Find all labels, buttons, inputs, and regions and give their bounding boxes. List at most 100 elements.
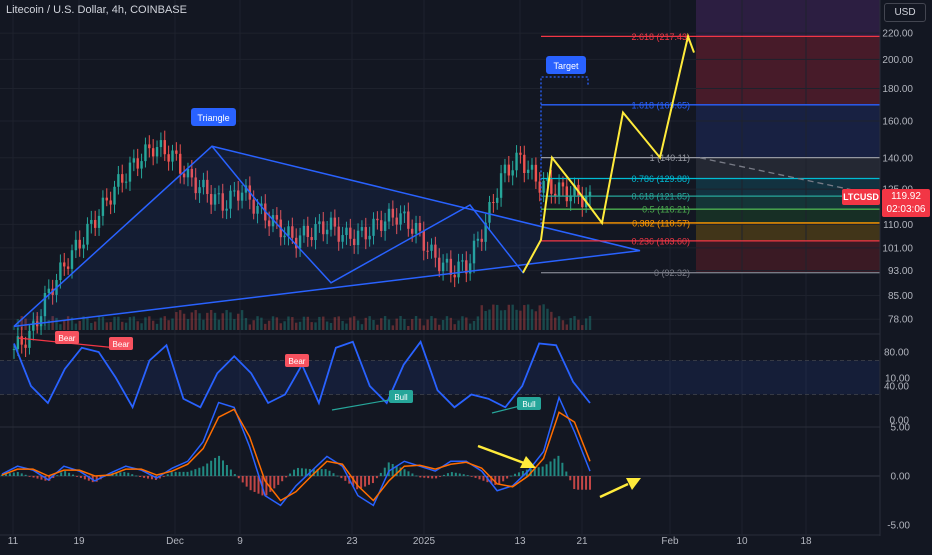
- yellow-arrow-shaft: [599, 482, 629, 499]
- volume-bar: [407, 325, 410, 330]
- triangle-pattern[interactable]: [13, 145, 641, 328]
- volume-bar: [155, 323, 159, 330]
- candle-body: [530, 164, 534, 170]
- candle-body: [206, 179, 209, 194]
- volume-bar: [542, 304, 545, 330]
- candle-body: [387, 208, 391, 222]
- candle-body: [267, 220, 271, 227]
- volume-bar: [171, 318, 174, 330]
- volume-bar: [333, 317, 337, 330]
- macd-histogram-bar: [79, 476, 82, 478]
- volume-bar: [78, 320, 81, 330]
- time-tick-label: 23: [346, 536, 358, 547]
- macd-histogram-bar: [478, 476, 481, 480]
- macd-histogram-bar: [549, 461, 552, 476]
- volume-bar: [476, 316, 480, 330]
- time-tick-label: 19: [73, 536, 85, 547]
- candle-body: [124, 181, 128, 183]
- volume-bar: [151, 320, 155, 330]
- macd-histogram-bar: [336, 475, 339, 477]
- volume-bar: [213, 312, 217, 330]
- fib-zone-2.618: [696, 36, 880, 105]
- macd-histogram-bar: [123, 472, 126, 476]
- volume-bar: [565, 324, 569, 330]
- last-price-box: 119.92 02:03:06: [882, 189, 930, 217]
- macd-histogram-bar: [498, 476, 501, 485]
- macd-histogram-bar: [328, 470, 331, 476]
- volume-bar: [113, 316, 116, 330]
- macd-histogram-bar: [368, 476, 371, 485]
- candle-body: [24, 344, 27, 348]
- volume-bar: [561, 320, 565, 330]
- candle-body: [70, 250, 74, 269]
- macd-histogram-bar: [324, 469, 327, 476]
- chart-title: Litecoin / U.S. Dollar, 4h, COINBASE: [6, 4, 187, 16]
- bear-signal-label: Bear: [289, 357, 306, 366]
- candle-body: [368, 235, 371, 240]
- macd-histogram-bar: [158, 476, 161, 479]
- macd-histogram-bar: [147, 476, 150, 479]
- candle-body: [407, 211, 410, 229]
- volume-bar: [337, 316, 340, 330]
- candle-body: [90, 219, 93, 224]
- volume-bar: [422, 325, 425, 330]
- currency-button[interactable]: USD: [884, 3, 926, 22]
- macd-histogram-bar: [281, 476, 284, 482]
- candle-body: [306, 225, 309, 238]
- macd-histogram-bar: [462, 474, 465, 476]
- candle-body: [167, 154, 170, 162]
- candle-body: [175, 150, 178, 154]
- volume-bar: [260, 317, 263, 330]
- macd-histogram-bar: [265, 476, 268, 496]
- volume-bar: [403, 319, 406, 330]
- volume-bar: [526, 304, 530, 330]
- macd-histogram-bar: [454, 472, 457, 476]
- candle-body: [213, 194, 217, 205]
- fibonacci-levels[interactable]: 2.618 (217.43) 1.618 (169.65) 1 (140.11) 0.…: [541, 32, 881, 278]
- volume-bar: [217, 319, 221, 330]
- volume-bar: [418, 318, 422, 330]
- volume-bar: [291, 317, 294, 330]
- candle-body: [298, 235, 302, 249]
- macd-histogram-bar: [170, 472, 173, 476]
- macd-histogram-bar: [198, 467, 201, 476]
- macd-histogram-bar: [411, 473, 414, 476]
- volume-bar: [179, 310, 182, 330]
- candle-body: [383, 221, 387, 231]
- macd-histogram-bar: [115, 472, 118, 476]
- volume-bar: [499, 310, 503, 330]
- volume-bar: [82, 316, 85, 330]
- triangle-label-box: [191, 108, 236, 126]
- price-tick-label: 180.00: [882, 84, 913, 95]
- volume-bar: [167, 320, 170, 330]
- fib-label-2.618: 2.618 (217.43): [631, 32, 690, 42]
- candle-body: [526, 169, 530, 174]
- candle-body: [105, 197, 108, 201]
- price-tick-label: 101.00: [882, 243, 913, 254]
- macd-histogram-bar: [435, 476, 438, 479]
- candle-body: [302, 225, 306, 236]
- macd-histogram-bar: [482, 476, 485, 481]
- candle-body: [356, 230, 360, 246]
- macd-histogram-bar: [521, 470, 524, 476]
- projection-path[interactable]: [522, 32, 695, 274]
- volume-bar: [159, 317, 163, 330]
- macd-tick-label: 5.00: [891, 423, 911, 434]
- volume-bar: [395, 318, 398, 330]
- candle-body: [20, 336, 23, 345]
- candle-body: [325, 229, 329, 235]
- macd-tick-label: 10.00: [885, 374, 910, 385]
- annotations[interactable]: Triangle Target: [191, 56, 589, 225]
- candle-body: [476, 238, 480, 241]
- macd-histogram-bar: [249, 476, 252, 491]
- candle-body: [237, 190, 240, 201]
- macd-histogram-bar: [20, 473, 23, 476]
- candle-body: [12, 349, 16, 351]
- macd-histogram-bar: [135, 475, 138, 477]
- macd-histogram-bar: [569, 476, 572, 481]
- volume-bar: [136, 321, 139, 330]
- macd-histogram-bar: [458, 473, 461, 476]
- macd-histogram-bar: [83, 476, 86, 480]
- price-tick-label: 85.00: [888, 291, 913, 302]
